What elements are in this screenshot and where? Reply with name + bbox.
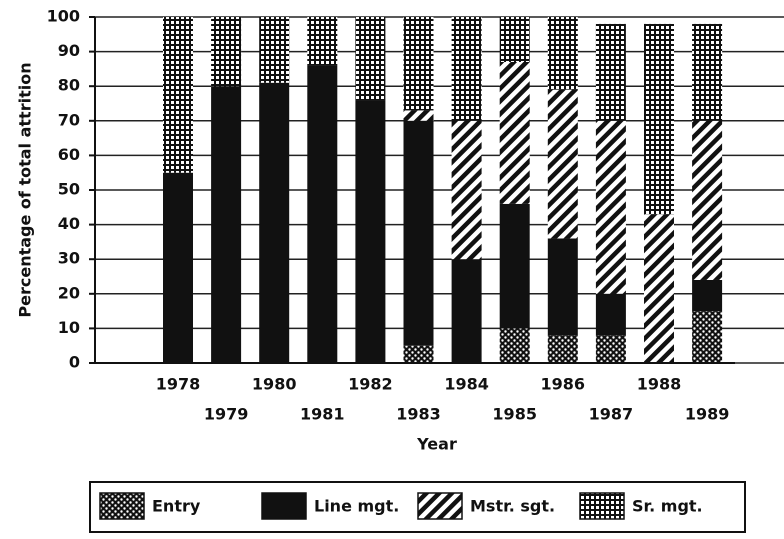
bar-segment: [451, 17, 482, 121]
bar-segment: [307, 17, 338, 66]
legend-label: Sr. mgt.: [632, 497, 703, 516]
bar-segment: [451, 259, 482, 363]
x-tick-label: 1987: [589, 405, 634, 424]
bar-segment: [595, 120, 626, 294]
bar-segment: [451, 120, 482, 260]
x-axis-label: Year: [416, 435, 457, 454]
y-tick-label: 90: [58, 41, 80, 60]
y-axis-label: Percentage of total attrition: [16, 62, 35, 317]
y-tick-label: 100: [47, 7, 80, 26]
bar-segment: [644, 214, 674, 363]
bar-segment: [547, 17, 578, 90]
bar-segment: [595, 293, 626, 336]
bar-segment: [355, 17, 386, 101]
bar-segment: [403, 17, 434, 111]
bar-segment: [403, 345, 434, 363]
bar-segment: [403, 110, 434, 121]
x-tick-label: 1980: [252, 375, 297, 394]
bar-segment: [499, 203, 530, 329]
x-tick-label: 1982: [348, 375, 393, 394]
bar-segment: [163, 172, 193, 363]
bar-segment: [211, 17, 242, 87]
bar-segment: [692, 120, 723, 280]
y-tick-label: 10: [58, 318, 80, 337]
bar-segment: [547, 335, 578, 363]
bar-segment: [211, 86, 242, 363]
y-tick-label: 20: [58, 283, 80, 302]
x-tick-label: 1983: [396, 405, 441, 424]
legend-swatch: [99, 492, 145, 520]
legend-swatch: [579, 492, 625, 520]
bar-segment: [692, 311, 723, 363]
legend-label: Line mgt.: [314, 497, 399, 516]
legend-swatch: [261, 492, 307, 520]
x-tick-label: 1981: [300, 405, 345, 424]
y-tick-label: 40: [58, 214, 80, 233]
x-tick-label: 1986: [541, 375, 586, 394]
x-tick-label: 1979: [204, 405, 249, 424]
x-tick-label: 1978: [156, 375, 201, 394]
legend-swatch: [417, 492, 463, 520]
x-tick-label: 1985: [492, 405, 537, 424]
legend-box: [89, 481, 746, 533]
bar-segment: [692, 279, 723, 312]
bar-segment: [547, 238, 578, 336]
x-tick-label: 1984: [444, 375, 489, 394]
bar-segment: [163, 17, 193, 173]
y-tick-label: 60: [58, 145, 80, 164]
x-tick-label: 1989: [685, 405, 730, 424]
x-tick-label: 1988: [637, 375, 682, 394]
y-tick-label: 30: [58, 249, 80, 268]
bar-segment: [355, 100, 386, 363]
bar-segment: [499, 328, 530, 363]
y-tick-label: 0: [69, 353, 80, 372]
legend-label: Entry: [152, 497, 201, 516]
y-tick-label: 50: [58, 180, 80, 199]
bar-segment: [595, 335, 626, 363]
bar-segment: [644, 23, 674, 215]
y-tick-label: 80: [58, 76, 80, 95]
bar-segment: [499, 17, 530, 62]
legend-label: Mstr. sgt.: [470, 497, 555, 516]
bar-segment: [403, 120, 434, 346]
bar-segment: [259, 82, 290, 364]
bar-segment: [307, 65, 338, 363]
bar-segment: [259, 17, 290, 83]
bar-segment: [547, 89, 578, 239]
bar-segment: [499, 61, 530, 204]
bar-segment: [692, 23, 723, 121]
bar-segment: [595, 23, 626, 121]
y-tick-label: 70: [58, 110, 80, 129]
